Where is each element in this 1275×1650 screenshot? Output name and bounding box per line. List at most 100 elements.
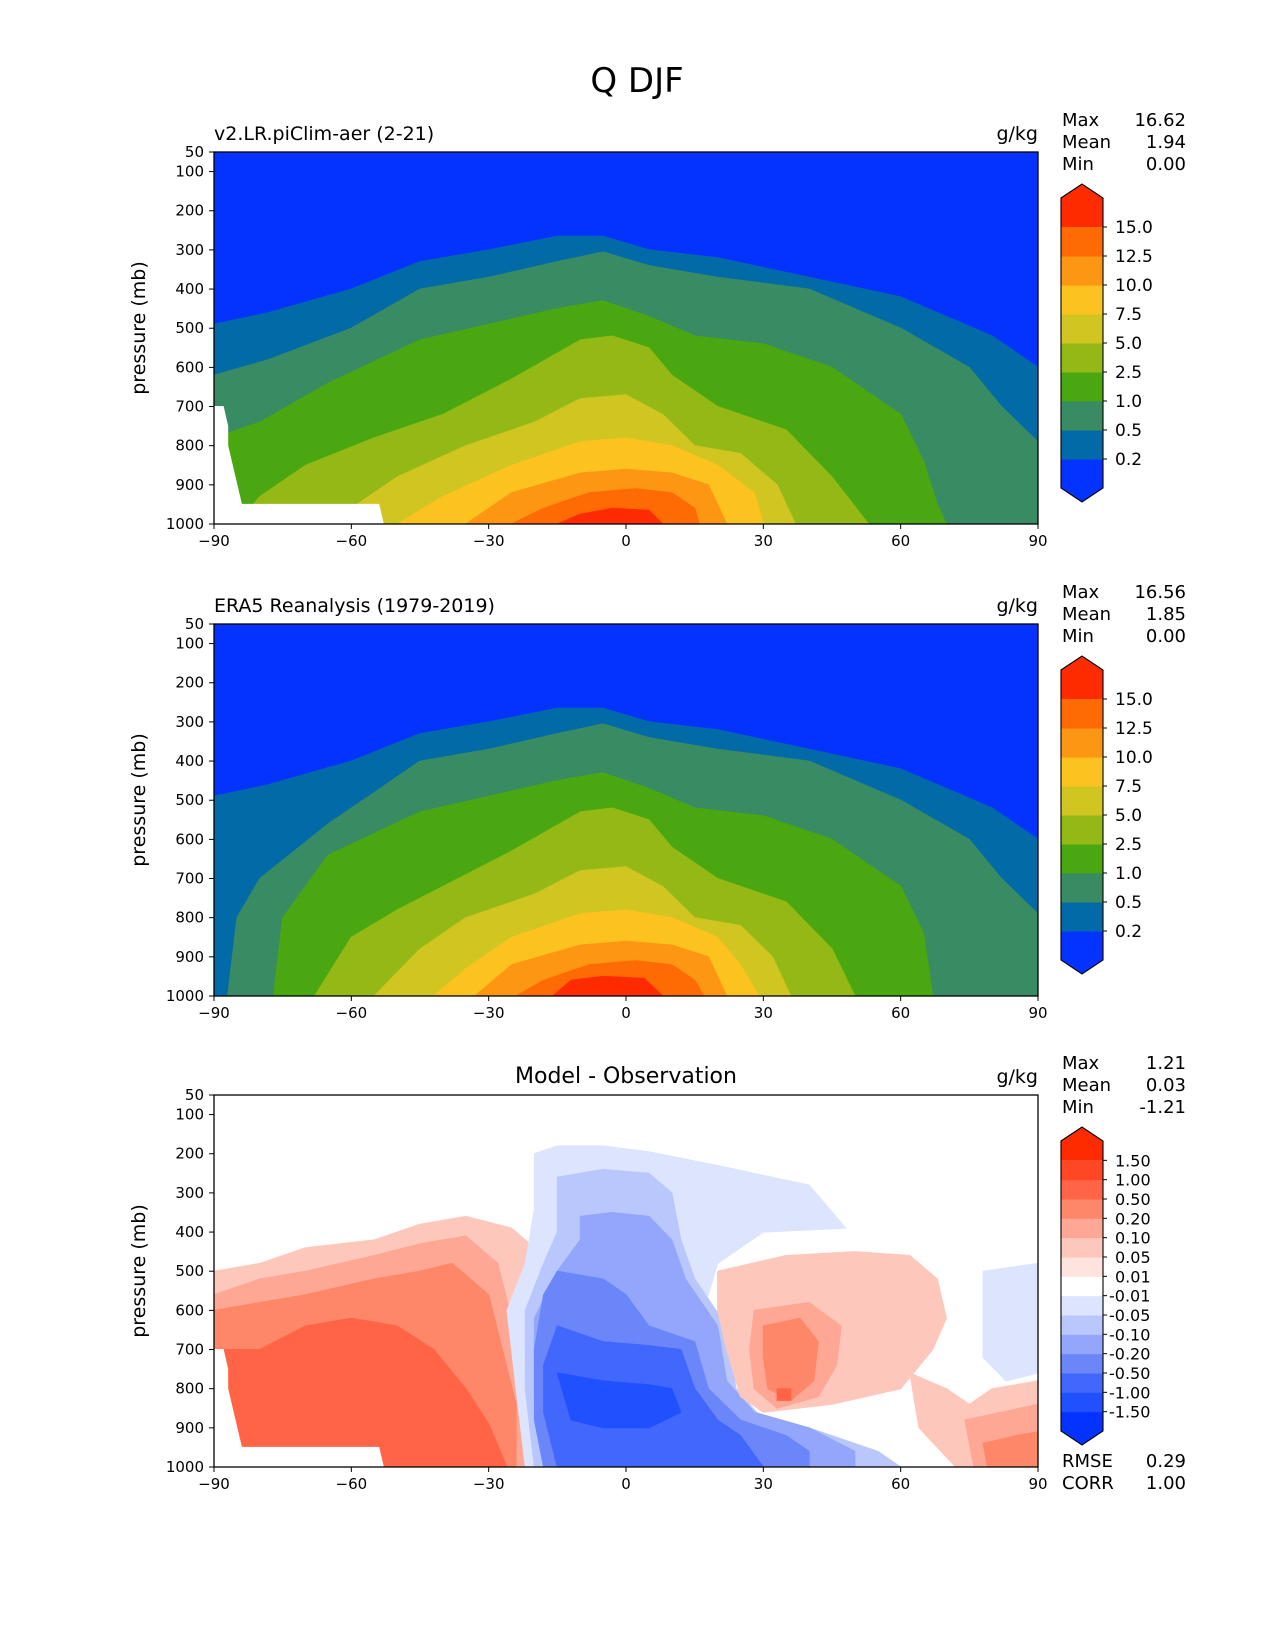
colorbar-segment [1061, 1218, 1103, 1239]
colorbar-segment [1061, 1179, 1103, 1200]
panel-diff: −90 −60 −30 0 30 60 90 50 100 200 300 400 500 600 700 8… [128, 1053, 1186, 1494]
stat-label: Mean [1062, 604, 1111, 625]
colorbar-tick-label: -0.20 [1109, 1345, 1150, 1364]
x-tick-label: 60 [891, 1475, 910, 1493]
contour-fill [776, 1388, 792, 1401]
x-tick-label: 90 [1028, 1475, 1047, 1493]
x-tick-label: −30 [473, 532, 505, 550]
y-tick-label: 800 [175, 1380, 204, 1398]
colorbar-tick-label: -1.50 [1109, 1403, 1150, 1422]
y-tick-label: 500 [175, 319, 204, 337]
y-tick-label: 50 [185, 143, 204, 161]
contour-fill [982, 1262, 1038, 1382]
y-tick-label: 50 [185, 615, 204, 633]
plot-area [214, 1095, 1038, 1467]
colorbar-tick-label: 12.5 [1115, 719, 1153, 739]
x-tick-label: −60 [336, 1475, 368, 1493]
colorbar: 0.2 0.5 1.0 2.5 5.0 7.5 10.0 12.5 15.0 [1060, 655, 1153, 975]
y-tick-label: 400 [175, 280, 204, 298]
y-tick-label: 900 [175, 476, 204, 494]
y-tick-label: 700 [175, 1341, 204, 1359]
stat-value: 1.85 [1146, 604, 1186, 625]
contour-fill [762, 1317, 819, 1401]
colorbar-segment [1061, 656, 1103, 699]
colorbar-segment [1061, 1392, 1103, 1413]
y-tick-label: 800 [175, 909, 204, 927]
colorbar-tick-label: -0.10 [1109, 1325, 1150, 1344]
contour-fill [214, 1317, 508, 1467]
y-tick-label: 100 [175, 163, 204, 181]
colorbar-segment [1061, 757, 1103, 787]
figure-title: Q DJF [590, 61, 683, 101]
y-tick-label: 100 [175, 635, 204, 653]
colorbar-segment [1061, 699, 1103, 729]
stat-label: CORR [1062, 1473, 1114, 1494]
colorbar-tick-label: 2.5 [1115, 835, 1142, 855]
missing-data-region [214, 1349, 384, 1467]
y-tick-label: 400 [175, 752, 204, 770]
stat-label: RMSE [1062, 1451, 1113, 1472]
x-tick-label: 30 [754, 1475, 773, 1493]
colorbar-tick-label: -1.00 [1109, 1383, 1150, 1402]
x-tick-label: −90 [198, 1475, 230, 1493]
colorbar-tick-label: 15.0 [1115, 218, 1153, 238]
colorbar-segment [1061, 1334, 1103, 1355]
stat-label: Min [1062, 626, 1094, 647]
colorbar-segment [1061, 285, 1103, 315]
stat-value: 0.29 [1146, 1451, 1186, 1472]
stat-label: Max [1062, 1053, 1100, 1074]
colorbar-tick-label: 0.01 [1115, 1267, 1151, 1286]
colorbar-segment [1061, 256, 1103, 286]
colorbar-segment [1061, 430, 1103, 460]
colorbar-tick-label: 0.05 [1115, 1248, 1151, 1267]
colorbar-segment [1061, 401, 1103, 431]
contour-fill [556, 1372, 682, 1429]
stat-value: 16.62 [1134, 110, 1186, 131]
missing-data-region [214, 406, 384, 524]
x-tick-label: −90 [198, 1004, 230, 1022]
stat-value: 0.03 [1146, 1075, 1186, 1096]
x-tick-label: −30 [473, 1004, 505, 1022]
plot-area [214, 624, 1038, 996]
y-tick-label: 900 [175, 1419, 204, 1437]
colorbar-tick-label: 1.50 [1115, 1151, 1151, 1170]
colorbar-tick-label: 10.0 [1115, 748, 1153, 768]
stat-value: 1.21 [1146, 1053, 1186, 1074]
panel-units: g/kg [996, 123, 1038, 145]
colorbar-tick-label: 1.0 [1115, 864, 1142, 884]
x-tick-label: 0 [621, 1004, 631, 1022]
colorbar-segment [1061, 902, 1103, 932]
panel-left-title: ERA5 Reanalysis (1979-2019) [214, 595, 495, 617]
y-tick-label: 1000 [166, 987, 204, 1005]
y-tick-label: 50 [185, 1086, 204, 1104]
colorbar-tick-label: 0.2 [1115, 922, 1142, 942]
y-tick-label: 300 [175, 241, 204, 259]
colorbar-segment [1061, 815, 1103, 845]
colorbar-tick-label: 7.5 [1115, 777, 1142, 797]
stat-value: 1.00 [1146, 1473, 1186, 1494]
contour-fill [556, 507, 664, 524]
y-tick-label: 700 [175, 398, 204, 416]
panel-center-title: Model - Observation [515, 1064, 737, 1089]
x-tick-label: 30 [754, 532, 773, 550]
colorbar-segment [1061, 1199, 1103, 1219]
x-tick-label: 60 [891, 1004, 910, 1022]
y-tick-label: 200 [175, 674, 204, 692]
colorbar-segment [1061, 1295, 1103, 1316]
stat-label: Min [1062, 1097, 1094, 1118]
colorbar-tick-label: 0.5 [1115, 893, 1142, 913]
colorbar-segment [1061, 1353, 1103, 1374]
colorbar-tick-label: -0.01 [1109, 1287, 1150, 1306]
y-tick-label: 100 [175, 1106, 204, 1124]
x-tick-label: 90 [1028, 1004, 1047, 1022]
colorbar: -1.50-1.00-0.50-0.20-0.10-0.05-0.010.010… [1060, 1126, 1151, 1446]
y-tick-label: 700 [175, 870, 204, 888]
colorbar-outline [1060, 1126, 1104, 1446]
colorbar-outline [1060, 655, 1104, 975]
y-tick-label: 400 [175, 1223, 204, 1241]
colorbar-tick-label: 2.5 [1115, 363, 1142, 383]
y-tick-label: 500 [175, 1262, 204, 1280]
y-tick-label: 1000 [166, 515, 204, 533]
colorbar-segment [1061, 1257, 1103, 1277]
x-tick-label: 60 [891, 532, 910, 550]
